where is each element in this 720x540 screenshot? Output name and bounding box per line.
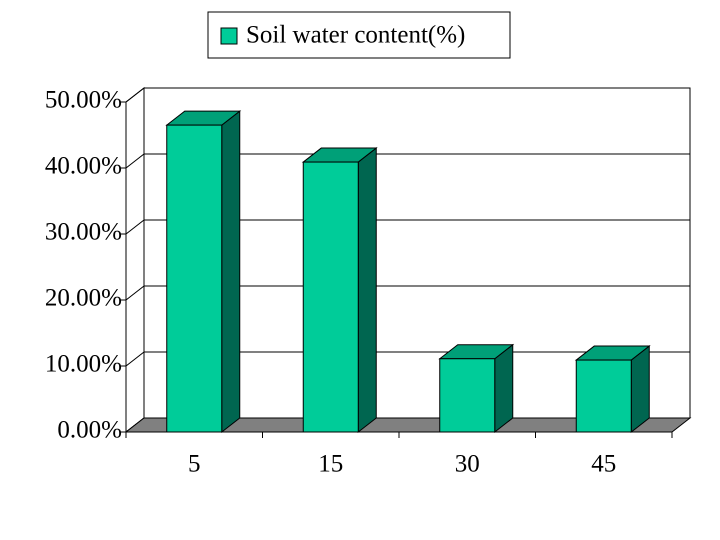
x-tick-label: 45: [591, 451, 616, 478]
bar-side: [630, 345, 650, 434]
x-tick-label: 5: [188, 451, 201, 478]
bar: [439, 358, 496, 433]
bar-side: [221, 110, 241, 434]
y-tick-label: 30.00%: [45, 219, 122, 246]
y-tick-label: 50.00%: [45, 87, 122, 114]
bar: [575, 359, 632, 433]
legend-box: [207, 11, 511, 59]
y-tick-label: 10.00%: [45, 351, 122, 378]
bar: [302, 161, 359, 433]
x-tick-label: 30: [455, 451, 480, 478]
grid-line: [125, 87, 690, 103]
bar: [166, 124, 223, 433]
y-tick-label: 40.00%: [45, 153, 122, 180]
grid-line: [125, 219, 690, 235]
bar-side: [357, 147, 377, 434]
legend-label: Soil water content(%): [246, 22, 465, 49]
grid-line: [125, 285, 690, 301]
bar-side: [494, 343, 514, 434]
grid-line: [125, 153, 690, 169]
y-tick-label: 0.00%: [57, 417, 122, 444]
x-tick-label: 15: [318, 451, 343, 478]
plot-left-wall: [125, 86, 145, 434]
y-tick-label: 20.00%: [45, 285, 122, 312]
legend-swatch: [220, 27, 238, 45]
